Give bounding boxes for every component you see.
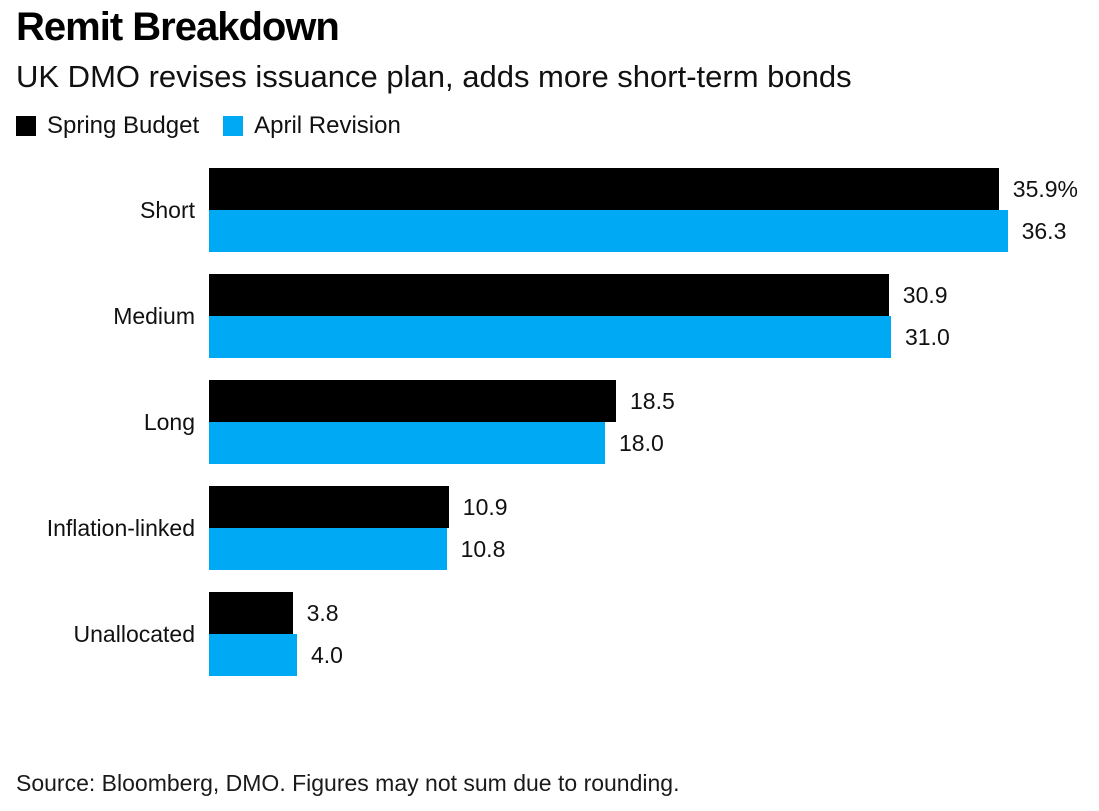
bar-group-medium: Medium 30.9 31.0 xyxy=(0,274,1099,358)
value-label-spring-budget-medium: 30.9 xyxy=(902,281,948,308)
category-label-inflation-linked: Inflation-linked xyxy=(46,514,195,541)
bar-spring-budget-short xyxy=(209,168,999,210)
bar-row-spring-budget-inflation-linked: 10.9 xyxy=(209,486,508,528)
value-label-spring-budget-long: 18.5 xyxy=(630,387,675,414)
bar-spring-budget-inflation-linked xyxy=(209,486,449,528)
bar-group-short: Short 35.9% 36.3 xyxy=(0,168,1099,252)
bar-row-spring-budget-long: 18.5 xyxy=(209,380,675,422)
chart-title: Remit Breakdown xyxy=(16,5,340,49)
value-label-april-revision-short: 36.3 xyxy=(1021,217,1067,244)
bar-group-unallocated: Unallocated 3.8 4.0 xyxy=(0,592,1099,676)
value-label-spring-budget-inflation-linked: 10.9 xyxy=(462,493,508,520)
bar-row-april-revision-medium: 31.0 xyxy=(209,316,950,358)
source-note: Source: Bloomberg, DMO. Figures may not … xyxy=(16,770,680,796)
bar-row-april-revision-short: 36.3 xyxy=(209,210,1078,252)
bar-spring-budget-unallocated xyxy=(209,592,293,634)
legend-swatch-spring-budget xyxy=(16,116,36,136)
bar-group-long: Long 18.5 18.0 xyxy=(0,380,1099,464)
category-label-long: Long xyxy=(143,408,195,435)
bar-pair: 10.9 10.8 xyxy=(209,486,508,570)
chart-legend: Spring Budget April Revision xyxy=(16,112,401,140)
bar-row-april-revision-inflation-linked: 10.8 xyxy=(209,528,508,570)
value-label-spring-budget-short: 35.9% xyxy=(1012,175,1079,202)
legend-item-spring-budget: Spring Budget xyxy=(16,112,199,140)
bar-pair: 35.9% 36.3 xyxy=(209,168,1078,252)
bar-spring-budget-long xyxy=(209,380,616,422)
bar-pair: 30.9 31.0 xyxy=(209,274,950,358)
bar-april-revision-medium xyxy=(209,316,891,358)
chart-subtitle: UK DMO revises issuance plan, adds more … xyxy=(16,59,852,94)
bar-row-april-revision-unallocated: 4.0 xyxy=(209,634,343,676)
legend-swatch-april-revision xyxy=(223,116,244,136)
bar-row-spring-budget-medium: 30.9 xyxy=(209,274,950,316)
value-label-april-revision-medium: 31.0 xyxy=(905,323,950,350)
bar-april-revision-inflation-linked xyxy=(209,528,447,570)
value-label-spring-budget-unallocated: 3.8 xyxy=(306,599,339,626)
legend-label: April Revision xyxy=(254,112,401,139)
bar-chart: Short 35.9% 36.3 Medium 30.9 31.0 Long 18.5 18.0… xyxy=(0,168,1099,676)
bar-april-revision-short xyxy=(209,210,1008,252)
category-label-unallocated: Unallocated xyxy=(73,620,195,647)
bar-pair: 3.8 4.0 xyxy=(209,592,343,676)
bar-row-spring-budget-short: 35.9% xyxy=(209,168,1078,210)
bar-pair: 18.5 18.0 xyxy=(209,380,675,464)
value-label-april-revision-inflation-linked: 10.8 xyxy=(460,535,506,562)
value-label-april-revision-unallocated: 4.0 xyxy=(311,641,343,668)
value-label-april-revision-long: 18.0 xyxy=(619,429,664,456)
bar-april-revision-long xyxy=(209,422,605,464)
legend-label: Spring Budget xyxy=(47,112,200,139)
category-label-short: Short xyxy=(140,196,195,223)
bar-april-revision-unallocated xyxy=(209,634,297,676)
category-label-medium: Medium xyxy=(113,302,195,329)
bar-row-april-revision-long: 18.0 xyxy=(209,422,675,464)
legend-item-april-revision: April Revision xyxy=(223,112,401,140)
bar-group-inflation-linked: Inflation-linked 10.9 10.8 xyxy=(0,486,1099,570)
bar-row-spring-budget-unallocated: 3.8 xyxy=(209,592,343,634)
bar-spring-budget-medium xyxy=(209,274,889,316)
